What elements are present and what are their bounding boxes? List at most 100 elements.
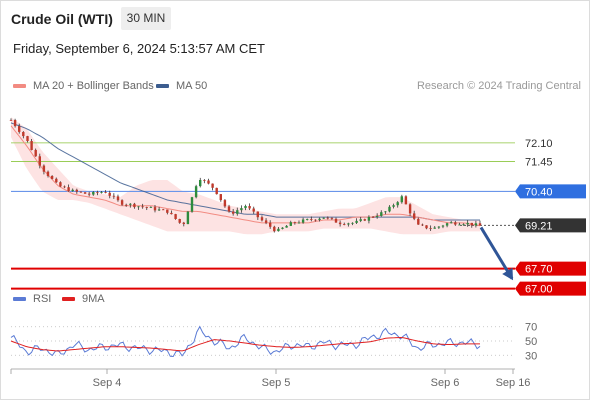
- candle-body: [408, 204, 412, 214]
- timestamp: Friday, September 6, 2024 5:13:57 AM CET: [13, 41, 265, 56]
- x-tick-label-sep-4: Sep 4: [93, 377, 122, 389]
- candle-body: [450, 222, 453, 224]
- candle-body: [182, 222, 185, 224]
- candle-body: [347, 223, 350, 225]
- candle-body: [236, 210, 239, 214]
- bollinger-band: [11, 117, 480, 235]
- price-tag-70.40: [515, 184, 586, 199]
- interval-selector[interactable]: 30 MIN: [121, 7, 171, 30]
- candle-body: [13, 120, 17, 127]
- candle-body: [330, 217, 334, 219]
- candle-body: [371, 217, 375, 218]
- candle-body: [34, 149, 37, 157]
- bollinger-band-area: [11, 117, 480, 235]
- level-label-71.45: 71.45: [525, 156, 553, 168]
- candle-body: [227, 206, 231, 212]
- candle-body: [129, 203, 132, 205]
- candle-body: [42, 165, 46, 172]
- price-tag-text-69.21: 69.21: [525, 220, 553, 232]
- rsi-swatch: [13, 297, 26, 301]
- candle-body: [116, 196, 120, 201]
- candle-body: [310, 219, 313, 220]
- candle-body: [79, 191, 83, 193]
- candle-body: [71, 189, 74, 192]
- candle-body: [50, 176, 54, 179]
- candle-body: [9, 120, 13, 121]
- candle-body: [433, 227, 436, 229]
- candle-body: [46, 171, 50, 176]
- candle-body: [256, 211, 259, 218]
- candle-body: [240, 208, 243, 211]
- candle-body: [363, 219, 366, 221]
- candle-body: [108, 192, 111, 196]
- research-credit: Research © 2024 Trading Central: [416, 80, 581, 92]
- candle-body: [318, 218, 321, 220]
- candle-body: [203, 180, 206, 181]
- candle-body: [59, 182, 62, 187]
- legend-bollinger[interactable]: MA 20 + Bollinger Bands: [13, 80, 154, 92]
- candle-body: [297, 222, 301, 224]
- candle-body: [380, 212, 383, 216]
- candle-body: [367, 217, 371, 221]
- rsi-ma-line: [10, 336, 480, 352]
- candle-body: [260, 217, 264, 221]
- x-tick-label-sep-16: Sep 16: [496, 377, 531, 389]
- rsi-line: [10, 325, 481, 358]
- candle-body: [264, 220, 268, 223]
- level-label-72.10: 72.10: [525, 138, 553, 150]
- candle-body: [149, 207, 153, 208]
- candle-body: [92, 192, 95, 195]
- support-resistance-levels: [11, 142, 515, 290]
- moving-average-lines: [10, 122, 481, 227]
- legend-rsi-ma[interactable]: 9MA: [62, 293, 105, 305]
- candle-body: [396, 202, 399, 206]
- candle-body: [470, 222, 473, 226]
- bollinger-swatch: [13, 84, 26, 88]
- price-tag-69.21: [515, 218, 586, 233]
- candle-body: [334, 218, 338, 223]
- candle-body: [153, 207, 157, 211]
- candle-body: [421, 224, 424, 226]
- candle-body: [441, 225, 445, 227]
- candle-body: [170, 212, 173, 215]
- candle-body: [338, 222, 342, 225]
- candle-body: [174, 214, 177, 219]
- legend-rsi[interactable]: RSI: [13, 293, 51, 305]
- candle-body: [83, 192, 87, 194]
- candle-body: [384, 211, 387, 213]
- candle-body: [351, 222, 354, 224]
- candle-body: [88, 193, 91, 195]
- candle-body: [18, 126, 21, 132]
- candle-body: [194, 186, 198, 198]
- candle-body: [30, 141, 33, 150]
- candle-body: [388, 206, 391, 212]
- candle-body: [96, 192, 99, 193]
- legend-rsi-label: RSI: [33, 293, 52, 305]
- candle-body: [112, 195, 116, 197]
- candle-body: [425, 225, 428, 229]
- candle-body: [355, 220, 358, 223]
- price-tag-text-70.40: 70.40: [525, 186, 553, 198]
- candle-body: [219, 194, 222, 201]
- candle-body: [273, 226, 276, 232]
- candle-body: [232, 211, 235, 214]
- legend-ma50[interactable]: MA 50: [156, 80, 207, 92]
- candle-body: [162, 209, 165, 211]
- candle-body: [417, 218, 420, 225]
- candle-body: [413, 213, 416, 219]
- candle-body: [223, 200, 227, 207]
- candle-body: [67, 187, 70, 192]
- time-axis: Sep 4 Sep 5 Sep 6 Sep 16: [10, 368, 531, 389]
- candle-body: [145, 207, 148, 208]
- price-tags: 72.10 71.45 70.40 69.21 67.70 67.00: [515, 138, 586, 296]
- candle-body: [100, 192, 103, 193]
- rsi-tick-30: 30: [525, 350, 537, 362]
- candle-body: [437, 226, 441, 228]
- candle-body: [186, 211, 190, 225]
- candle-body: [215, 187, 218, 195]
- candle-body: [141, 206, 144, 208]
- rsi-ma-swatch: [62, 297, 75, 301]
- candle-body: [466, 222, 469, 225]
- rsi-tick-70: 70: [525, 322, 537, 334]
- candle-body: [55, 178, 58, 183]
